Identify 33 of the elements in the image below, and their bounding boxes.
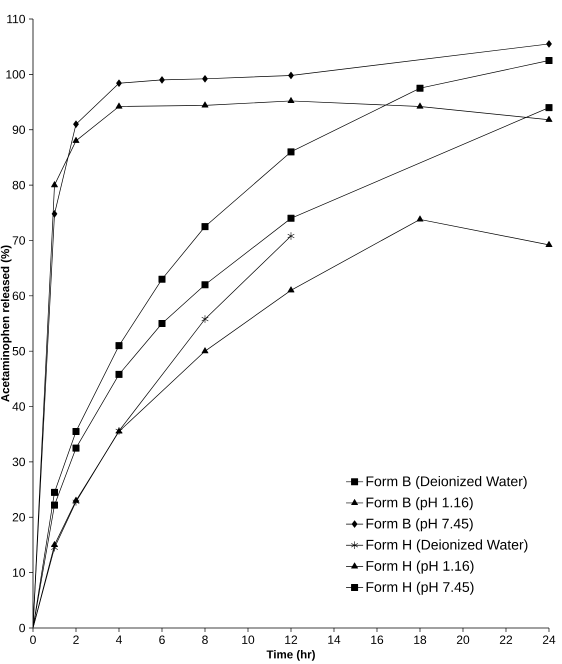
x-axis-title: Time (hr) [266, 650, 315, 661]
x-tick-label: 24 [542, 636, 556, 644]
x-tick-label: 0 [30, 636, 36, 644]
y-tick-label: 100 [6, 70, 25, 79]
y-tick-label: 50 [12, 346, 25, 356]
y-tick-label: 80 [12, 180, 25, 190]
legend-label: Form B (pH 7.45) [366, 518, 473, 532]
legend-label: Form H (pH 1.16) [366, 560, 474, 574]
y-tick-label: 40 [12, 402, 25, 411]
x-tick-label: 16 [371, 636, 384, 644]
x-tick-label: 2 [73, 636, 79, 644]
x-tick-label: 8 [202, 636, 208, 644]
x-tick-label: 18 [414, 636, 426, 644]
x-tick-label: 12 [285, 636, 298, 644]
legend-label: Form H (pH 7.45) [366, 582, 474, 595]
x-tick-label: 10 [242, 636, 254, 644]
y-tick-label: 110 [7, 14, 25, 24]
legend-label: Form B (pH 1.16) [366, 497, 473, 510]
y-tick-label: 60 [12, 292, 25, 300]
x-tick-label: 4 [116, 636, 122, 644]
x-tick-label: 14 [328, 636, 340, 644]
y-tick-label: 30 [12, 458, 25, 466]
y-tick-label: 90 [12, 125, 25, 134]
y-tick-label: 0 [19, 624, 25, 632]
legend-label: Form B (Deionized Water) [366, 476, 527, 490]
legend-label: Form H (Deionized Water) [366, 539, 528, 552]
x-tick-label: 20 [456, 636, 470, 644]
x-tick-label: 22 [500, 636, 512, 644]
y-tick-label: 10 [13, 568, 25, 577]
y-tick-label: 70 [12, 236, 25, 245]
y-tick-label: 20 [12, 513, 25, 522]
x-tick-label: 6 [159, 636, 165, 644]
y-axis-title: Acetaminophen released (%) [0, 245, 12, 402]
